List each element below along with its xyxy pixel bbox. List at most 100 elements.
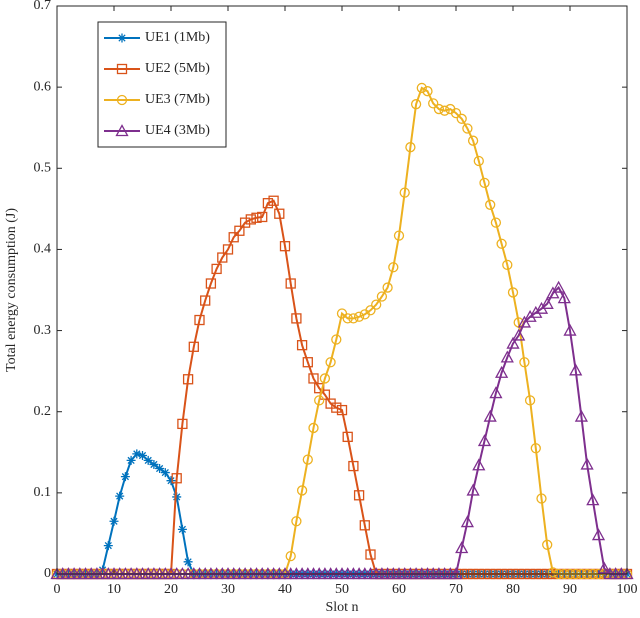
marker bbox=[382, 282, 393, 293]
marker bbox=[523, 309, 537, 322]
y-axis-label: Total energy consumption (J) bbox=[4, 208, 19, 372]
marker bbox=[126, 455, 136, 465]
marker bbox=[597, 561, 611, 574]
marker bbox=[302, 454, 313, 465]
marker bbox=[116, 94, 128, 106]
marker bbox=[325, 357, 336, 368]
marker bbox=[109, 516, 119, 526]
marker bbox=[477, 434, 492, 447]
marker bbox=[285, 550, 296, 562]
marker bbox=[160, 468, 170, 478]
marker bbox=[439, 105, 450, 116]
y-tick-label: 0.5 bbox=[34, 161, 52, 176]
legend-label: UE4 (3Mb) bbox=[145, 123, 210, 138]
marker bbox=[557, 291, 571, 304]
marker bbox=[542, 539, 553, 550]
marker bbox=[222, 244, 234, 255]
marker bbox=[433, 103, 445, 115]
legend-box bbox=[97, 21, 227, 148]
marker bbox=[138, 451, 147, 461]
marker bbox=[399, 187, 410, 198]
marker bbox=[103, 541, 113, 551]
marker bbox=[507, 287, 519, 298]
marker bbox=[353, 311, 365, 322]
marker bbox=[348, 313, 359, 324]
marker bbox=[342, 313, 353, 324]
marker bbox=[308, 422, 319, 434]
y-tick-label: 0.1 bbox=[34, 485, 52, 500]
y-tick-label: 0.2 bbox=[34, 404, 52, 419]
marker bbox=[466, 483, 480, 496]
marker bbox=[228, 232, 239, 243]
marker bbox=[496, 238, 507, 249]
y-tick-label: 0.3 bbox=[34, 323, 52, 338]
legend-label: UE3 (7Mb) bbox=[145, 92, 210, 107]
marker bbox=[393, 230, 405, 241]
marker bbox=[359, 520, 370, 531]
marker bbox=[296, 485, 308, 496]
marker bbox=[460, 515, 474, 528]
marker bbox=[166, 476, 176, 486]
y-tick-label: 0.7 bbox=[34, 0, 52, 13]
marker bbox=[296, 340, 308, 351]
marker bbox=[483, 409, 497, 422]
marker bbox=[455, 541, 469, 554]
marker bbox=[279, 241, 291, 252]
x-tick-label: 30 bbox=[221, 582, 235, 597]
marker bbox=[239, 217, 251, 228]
marker bbox=[569, 363, 583, 376]
marker bbox=[547, 567, 559, 578]
marker bbox=[546, 286, 560, 299]
marker bbox=[519, 357, 530, 368]
marker bbox=[490, 217, 502, 228]
marker bbox=[194, 314, 205, 326]
marker bbox=[205, 278, 217, 289]
marker bbox=[262, 198, 274, 209]
marker bbox=[462, 123, 473, 134]
marker bbox=[552, 280, 566, 293]
y-tick-label: 0.4 bbox=[34, 242, 52, 257]
marker bbox=[479, 177, 490, 189]
marker bbox=[331, 402, 342, 413]
marker bbox=[319, 373, 331, 384]
marker bbox=[517, 315, 531, 328]
marker bbox=[348, 460, 359, 472]
marker bbox=[467, 135, 479, 146]
marker bbox=[365, 549, 376, 560]
marker bbox=[217, 252, 228, 263]
x-tick-label: 90 bbox=[563, 582, 577, 597]
marker bbox=[291, 516, 302, 527]
marker bbox=[115, 124, 129, 137]
marker bbox=[182, 374, 194, 385]
marker bbox=[422, 86, 433, 97]
axes-box bbox=[56, 5, 628, 575]
marker bbox=[171, 473, 182, 484]
x-tick-label: 10 bbox=[107, 582, 121, 597]
x-tick-label: 60 bbox=[392, 582, 406, 597]
marker bbox=[308, 373, 319, 384]
marker bbox=[336, 404, 348, 416]
y-tick-label: 0 bbox=[44, 566, 51, 581]
marker bbox=[302, 357, 313, 368]
marker bbox=[524, 395, 536, 406]
marker bbox=[274, 208, 285, 219]
legend-label: UE2 (5Mb) bbox=[145, 61, 210, 76]
marker bbox=[331, 334, 342, 345]
x-tick-label: 80 bbox=[506, 582, 520, 597]
x-tick-label: 40 bbox=[278, 582, 292, 597]
marker bbox=[580, 457, 594, 470]
marker bbox=[172, 492, 182, 502]
marker bbox=[506, 336, 520, 349]
marker bbox=[251, 212, 262, 223]
marker bbox=[257, 211, 268, 223]
marker bbox=[574, 409, 588, 422]
marker bbox=[120, 472, 130, 482]
marker bbox=[314, 383, 325, 394]
marker bbox=[410, 99, 422, 110]
marker bbox=[405, 142, 416, 153]
marker bbox=[489, 386, 503, 399]
marker bbox=[115, 491, 125, 501]
marker bbox=[149, 459, 159, 469]
marker bbox=[314, 395, 325, 406]
